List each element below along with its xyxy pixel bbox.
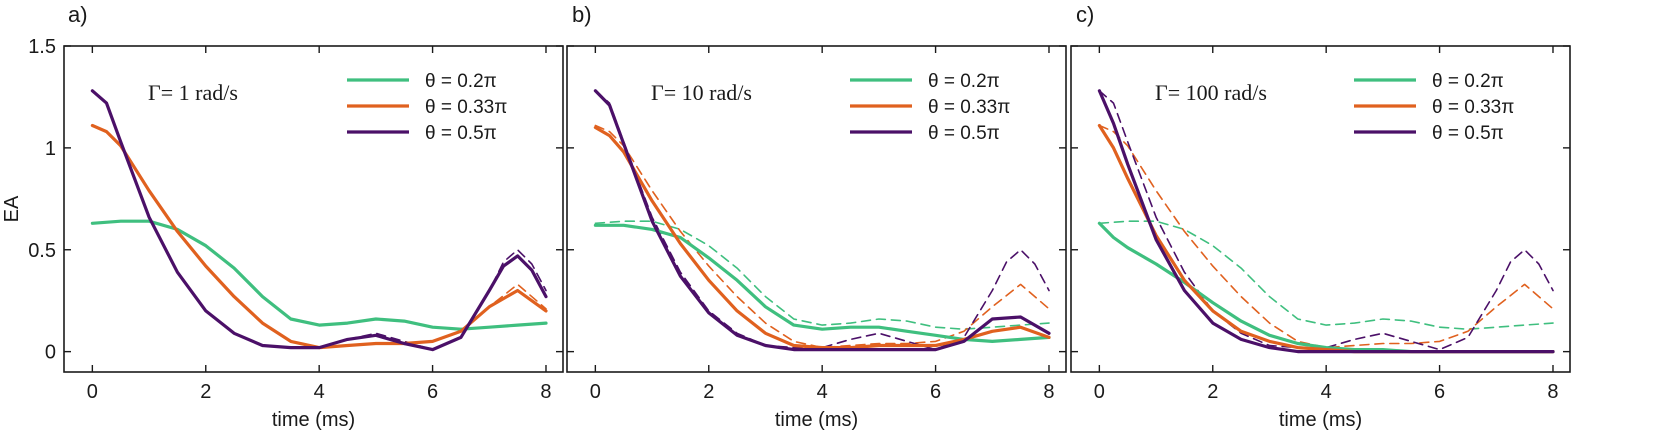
- x-tick-label: 4: [314, 381, 325, 403]
- chart-panel-3: 0 2 4 6 8 time (ms) c) Γ= 100 rad/s θ = 0.2π θ = …: [1070, 2, 1571, 431]
- x-tick-label: 2: [1207, 381, 1218, 403]
- panel-label: b): [572, 2, 592, 27]
- x-axis-label: time (ms): [272, 409, 355, 431]
- y-tick-label: 0.5: [28, 240, 56, 262]
- y-tick-label: 1.5: [28, 36, 56, 58]
- reference-line-dashed: [594, 90, 1050, 351]
- plot-frame: [63, 45, 564, 373]
- x-tick-label: 8: [1043, 381, 1054, 403]
- reference-line-dashed: [1098, 90, 1554, 351]
- series-line-θ = 0.2π: [90, 219, 548, 331]
- chart-panel-2: 0 2 4 6 8 time (ms) b) Γ= 10 rad/s θ = 0.2π θ = 0…: [566, 2, 1067, 431]
- series-line-θ = 0.33π: [593, 125, 1051, 350]
- series-line-θ = 0.5π: [1097, 89, 1555, 354]
- x-tick-label: 8: [1547, 381, 1558, 403]
- x-tick-label: 6: [427, 381, 438, 403]
- series-line-θ = 0.2π: [593, 223, 1051, 343]
- x-tick-label: 0: [87, 381, 98, 403]
- plot-frame: [566, 45, 1067, 373]
- legend-label: θ = 0.33π: [425, 97, 507, 118]
- x-tick-label: 2: [703, 381, 714, 403]
- panel-label: a): [68, 2, 88, 27]
- x-axis-label: time (ms): [775, 409, 858, 431]
- legend-label: θ = 0.2π: [425, 71, 497, 92]
- series-line-θ = 0.5π: [90, 89, 548, 352]
- x-tick-label: 0: [590, 381, 601, 403]
- series-line-θ = 0.5π: [593, 89, 1051, 352]
- reference-line-dashed: [594, 124, 1050, 349]
- x-tick-label: 0: [1094, 381, 1105, 403]
- legend-label: θ = 0.5π: [1432, 123, 1504, 144]
- x-axis-label: time (ms): [1279, 409, 1362, 431]
- reference-line-dashed: [346, 249, 547, 351]
- gamma-annotation: Γ= 100 rad/s: [1155, 80, 1267, 105]
- legend-label: θ = 0.2π: [928, 71, 1000, 92]
- x-tick-label: 4: [1321, 381, 1332, 403]
- x-tick-label: 2: [200, 381, 211, 403]
- gamma-annotation: Γ= 1 rad/s: [148, 80, 238, 105]
- reference-line-dashed: [1098, 220, 1554, 331]
- panel-label: c): [1076, 2, 1094, 27]
- y-axis-label: EA: [1, 195, 23, 222]
- x-tick-label: 8: [540, 381, 551, 403]
- legend-label: θ = 0.5π: [928, 123, 1000, 144]
- gamma-annotation: Γ= 10 rad/s: [651, 80, 752, 105]
- y-tick-label: 0: [45, 342, 56, 364]
- x-tick-label: 6: [1434, 381, 1445, 403]
- legend-label: θ = 0.33π: [928, 97, 1010, 118]
- plot-frame: [1070, 45, 1571, 373]
- reference-line-dashed: [594, 220, 1050, 331]
- chart-panel-1: 0 2 4 6 8 0 0.5 1 1.5 time (ms) EA a) Γ= 1 rad/s θ = …: [1, 2, 564, 431]
- legend-label: θ = 0.5π: [425, 123, 497, 144]
- x-tick-label: 4: [817, 381, 828, 403]
- legend-label: θ = 0.2π: [1432, 71, 1504, 92]
- y-tick-label: 1: [45, 138, 56, 160]
- series-line-θ = 0.2π: [1097, 221, 1555, 354]
- x-tick-label: 6: [930, 381, 941, 403]
- reference-line-dashed: [1098, 124, 1554, 349]
- legend-label: θ = 0.33π: [1432, 97, 1514, 118]
